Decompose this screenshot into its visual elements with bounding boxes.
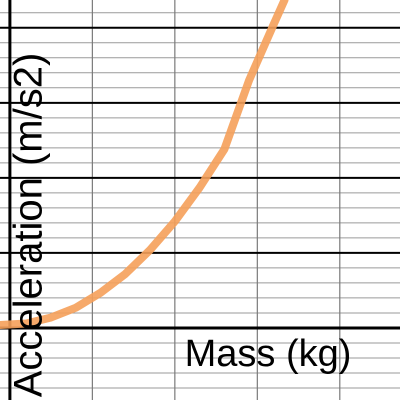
y-axis-label: Acceleration (m/s2) [7, 53, 51, 398]
plot [0, 0, 289, 329]
x-axis-label: Mass (kg) [185, 333, 352, 375]
data-line [0, 0, 289, 329]
